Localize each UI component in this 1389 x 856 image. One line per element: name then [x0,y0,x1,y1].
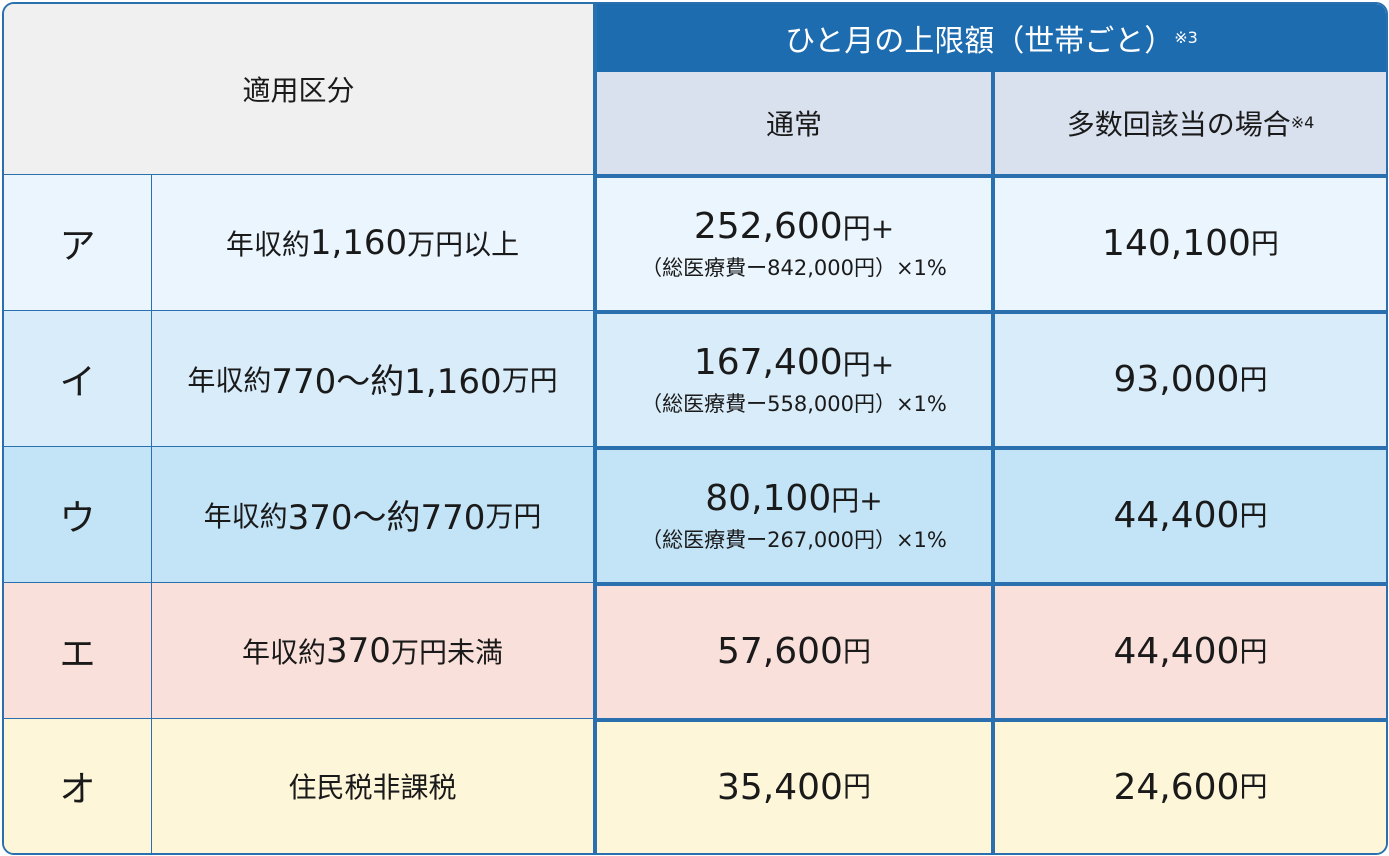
row-i-multiple: 93,000 円 [991,310,1386,446]
row-i-normal: 167,400円+ （総医療費ー558,000円）×1% [593,310,991,446]
row-e-multiple: 44,400 円 [991,582,1386,718]
row-o-letter: オ [4,718,151,853]
row-e-multiple-amount: 44,400 [1113,631,1240,673]
row-o-multiple-suffix: 円 [1239,770,1268,804]
row-a-multiple-suffix: 円 [1250,226,1279,260]
row-e-letter: エ [4,582,151,718]
row-i-letter: イ [4,310,151,446]
limit-header-label: ひと月の上限額（世帯ごと） [785,24,1175,59]
row-a-letter: ア [4,174,151,310]
row-u-normal-amount: 80,100 [705,478,832,520]
row-e-normal: 57,600 円 [593,582,991,718]
normal-header: 通常 [593,72,991,174]
row-u-category: 年収約 370～約770 万円 [151,446,593,582]
row-u-category-pre: 年収約 [203,499,288,533]
row-o-multiple-amount: 24,600 [1113,766,1240,808]
multiple-header: 多数回該当の場合 ※4 [991,72,1386,174]
row-a-normal-suffix: 円+ [842,212,895,246]
row-a-category-post: 万円以上 [407,227,520,261]
row-i-normal-formula: （総医療費ー558,000円）×1% [641,391,947,416]
row-u-multiple-amount: 44,400 [1113,495,1240,537]
row-e-category-pre: 年収約 [242,635,327,669]
row-i-category: 年収約 770～約1,160 万円 [151,310,593,446]
row-u-category-num: 370～約770 [287,498,486,538]
row-e-category-num: 370 [326,630,391,671]
row-e-normal-amount: 57,600 [717,631,843,673]
row-o-category-label: 住民税非課税 [288,771,457,804]
row-i-multiple-amount: 93,000 [1113,359,1240,401]
limit-header: ひと月の上限額（世帯ごと） ※3 [593,4,1386,72]
row-u-category-post: 万円 [485,499,542,533]
category-header: 適用区分 [4,4,593,174]
row-u-normal-formula: （総医療費ー267,000円）×1% [641,527,947,552]
row-a-category-pre: 年収約 [225,227,310,261]
row-i-category-post: 万円 [501,363,558,397]
row-a-multiple-amount: 140,100 [1102,223,1251,265]
row-o-multiple: 24,600 円 [991,718,1386,853]
row-u-normal: 80,100円+ （総医療費ー267,000円）×1% [593,446,991,582]
row-e-normal-suffix: 円 [842,634,871,668]
row-i-category-num: 770～約1,160 [271,362,502,402]
row-u-letter: ウ [4,446,151,582]
row-a-normal: 252,600円+ （総医療費ー842,000円）×1% [593,174,991,310]
row-a-category-num: 1,160 [309,222,408,263]
row-a-multiple: 140,100 円 [991,174,1386,310]
row-i-normal-suffix: 円+ [842,348,895,382]
row-e-category-post: 万円未満 [390,635,503,669]
normal-header-label: 通常 [765,108,822,141]
row-o-normal-amount: 35,400 [717,766,843,808]
category-header-label: 適用区分 [242,74,355,107]
row-o-normal: 35,400 円 [593,718,991,853]
row-o-normal-suffix: 円 [842,770,871,804]
row-e-multiple-suffix: 円 [1239,634,1268,668]
row-u-multiple: 44,400 円 [991,446,1386,582]
row-e-category: 年収約 370 万円未満 [151,582,593,718]
row-u-normal-suffix: 円+ [831,484,883,518]
row-i-multiple-suffix: 円 [1239,362,1268,396]
row-a-normal-amount: 252,600 [693,206,843,248]
row-u-multiple-suffix: 円 [1239,498,1268,532]
row-a-normal-formula: （総医療費ー842,000円）×1% [641,255,947,280]
row-i-normal-amount: 167,400 [693,342,843,384]
row-i-category-pre: 年収約 [187,363,272,397]
multiple-header-label: 多数回該当の場合 [1066,108,1291,141]
row-o-category: 住民税非課税 [151,718,593,853]
row-a-category: 年収約 1,160 万円以上 [151,174,593,310]
